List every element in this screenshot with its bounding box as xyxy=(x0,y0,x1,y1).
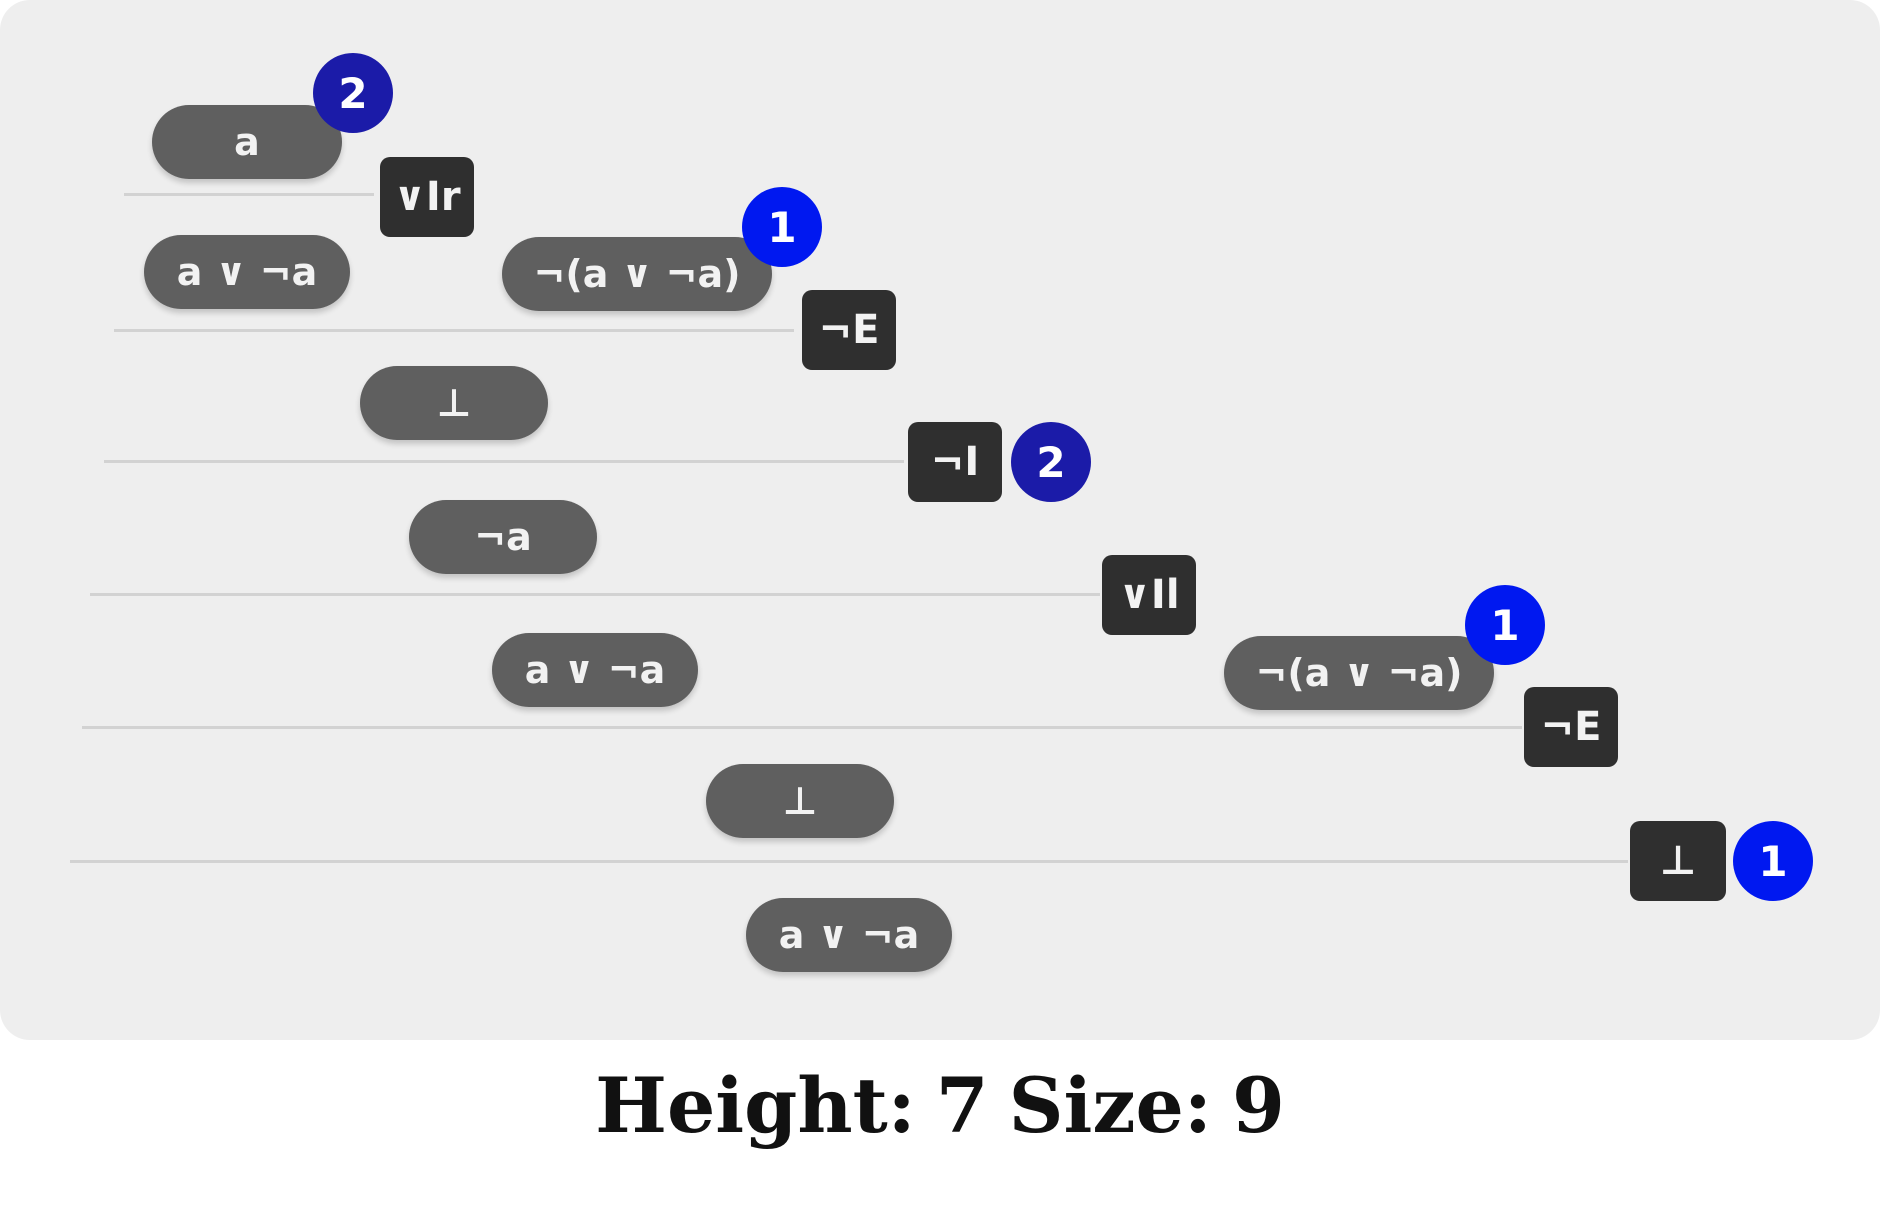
size-label: Size: xyxy=(1008,1060,1212,1150)
discharge-badge: 2 xyxy=(1011,422,1091,502)
formula-node[interactable]: a xyxy=(152,105,342,179)
rule-label[interactable]: ∨Il xyxy=(1102,555,1196,635)
discharge-badge: 1 xyxy=(742,187,822,267)
discharge-badge: 1 xyxy=(1733,821,1813,901)
rule-label[interactable]: ⊥ xyxy=(1630,821,1726,901)
discharge-badge: 1 xyxy=(1465,585,1545,665)
formula-node[interactable]: ¬a xyxy=(409,500,597,574)
discharge-badge: 2 xyxy=(313,53,393,133)
formula-node[interactable]: ¬(a ∨ ¬a) xyxy=(1224,636,1494,710)
formula-node[interactable]: ⊥ xyxy=(360,366,548,440)
inference-line xyxy=(82,726,1522,729)
rule-label[interactable]: ∨Ir xyxy=(380,157,474,237)
inference-line xyxy=(114,329,794,332)
proof-stats-caption: Height: 7 Size: 9 xyxy=(0,1050,1880,1160)
formula-node[interactable]: a ∨ ¬a xyxy=(746,898,952,972)
height-label: Height: xyxy=(595,1060,916,1150)
inference-line xyxy=(124,193,374,196)
rule-label[interactable]: ¬I xyxy=(908,422,1002,502)
formula-node[interactable]: a ∨ ¬a xyxy=(144,235,350,309)
size-value: 9 xyxy=(1231,1060,1285,1150)
inference-line xyxy=(90,593,1100,596)
proof-tree-panel: a a ∨ ¬a ¬(a ∨ ¬a) ⊥ ¬a a ∨ ¬a ¬(a ∨ ¬a)… xyxy=(0,0,1880,1040)
formula-node[interactable]: ¬(a ∨ ¬a) xyxy=(502,237,772,311)
inference-line xyxy=(104,460,904,463)
inference-line xyxy=(70,860,1628,863)
rule-label[interactable]: ¬E xyxy=(802,290,896,370)
rule-label[interactable]: ¬E xyxy=(1524,687,1618,767)
height-value: 7 xyxy=(935,1060,989,1150)
formula-node[interactable]: ⊥ xyxy=(706,764,894,838)
formula-node[interactable]: a ∨ ¬a xyxy=(492,633,698,707)
